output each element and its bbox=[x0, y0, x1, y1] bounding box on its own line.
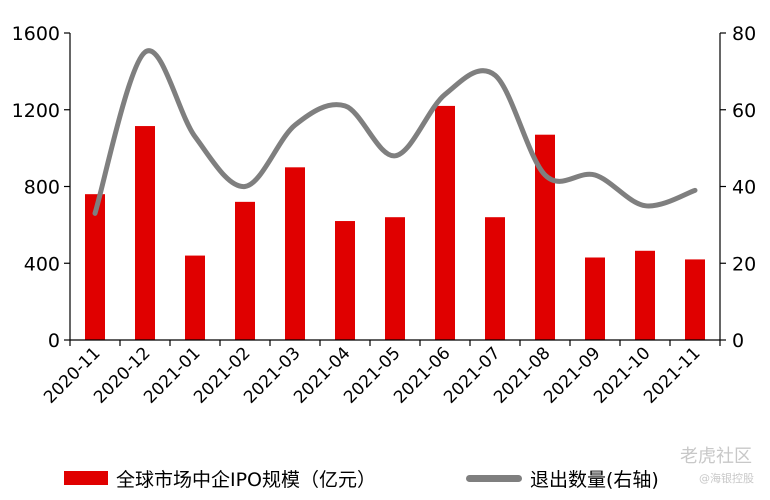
right-tick-label: 80 bbox=[732, 23, 756, 45]
bar-2021-02 bbox=[235, 201, 255, 340]
legend-line-label: 退出数量(右轴) bbox=[530, 468, 659, 491]
legend-item-bar: 全球市场中企IPO规模（亿元） bbox=[64, 460, 376, 496]
exit-count-line bbox=[92, 48, 698, 216]
watermark-logo: 老虎社区 bbox=[680, 442, 752, 468]
right-tick-label: 60 bbox=[732, 100, 756, 122]
bar-2021-10 bbox=[635, 250, 655, 340]
bar-2021-03 bbox=[285, 167, 305, 340]
left-tick-label: 1600 bbox=[12, 23, 60, 45]
axes: 0400800120016000204060802020-112020-1220… bbox=[12, 23, 757, 408]
watermark-text: 老虎社区 bbox=[680, 446, 752, 467]
bar-2021-05 bbox=[385, 217, 405, 340]
legend-bar-label: 全球市场中企IPO规模（亿元） bbox=[116, 468, 377, 491]
bar-2021-07 bbox=[485, 217, 505, 340]
chart-canvas: 0400800120016000204060802020-112020-1220… bbox=[12, 23, 757, 408]
line-series bbox=[92, 48, 698, 216]
legend-item-line: 退出数量(右轴) bbox=[466, 460, 659, 496]
right-tick-label: 0 bbox=[732, 330, 744, 352]
left-tick-label: 400 bbox=[24, 253, 60, 275]
legend-bar-swatch bbox=[64, 471, 108, 485]
bar-2021-11 bbox=[685, 259, 705, 340]
legend-line-swatch bbox=[466, 474, 522, 482]
bar-2020-12 bbox=[135, 126, 155, 340]
bar-2021-08 bbox=[535, 134, 555, 340]
right-tick-label: 20 bbox=[732, 253, 756, 275]
bar-series bbox=[85, 105, 705, 340]
bar-2021-09 bbox=[585, 257, 605, 340]
bar-2021-01 bbox=[185, 255, 205, 340]
bar-2021-04 bbox=[335, 221, 355, 340]
watermark-subtext: @海银控股 bbox=[699, 472, 754, 485]
right-tick-label: 40 bbox=[732, 177, 756, 199]
left-tick-label: 0 bbox=[48, 330, 60, 352]
left-tick-label: 800 bbox=[24, 177, 60, 199]
bar-2021-06 bbox=[435, 105, 455, 340]
watermark-sub: @海银控股 bbox=[699, 470, 754, 486]
left-tick-label: 1200 bbox=[12, 100, 60, 122]
bar-2020-11 bbox=[85, 194, 105, 340]
